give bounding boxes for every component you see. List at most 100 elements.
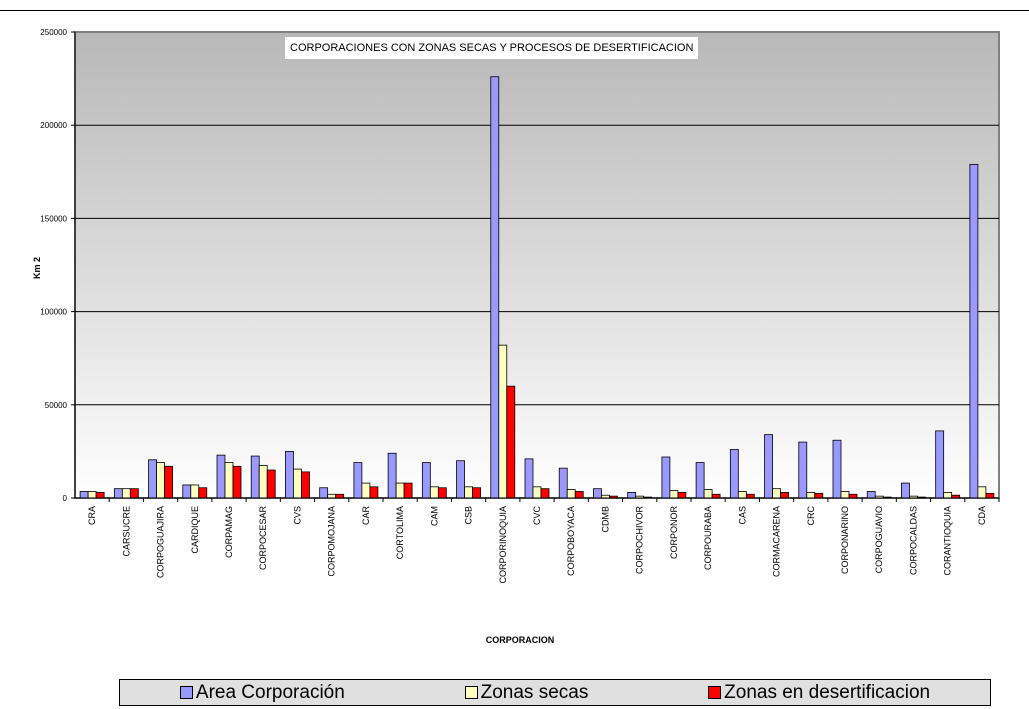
bar-corantioquia-series-1 (943, 492, 953, 499)
y-tick-label: 0 (63, 494, 68, 503)
bar-cra-series-1 (87, 491, 97, 499)
legend-swatch-desertificacion (708, 686, 722, 699)
bar-corpoguajira-series-0 (148, 459, 157, 499)
bar-cas-series-0 (729, 449, 739, 499)
bar-cda-series-1 (977, 486, 987, 499)
bar-corpoboyaca-series-2 (574, 491, 584, 499)
bar-corpocesar-series-2 (266, 469, 276, 499)
x-tick-label: CORPONARINO (840, 506, 850, 574)
bar-crc-series-1 (806, 492, 816, 499)
bar-corpochivor-series-0 (627, 492, 637, 499)
x-tick-label: CORPONOR (669, 506, 679, 560)
legend-label-secas: Zonas secas (480, 681, 589, 703)
bar-car-series-1 (361, 482, 371, 499)
top-rule (0, 10, 1029, 11)
bar-cas-series-2 (745, 493, 755, 499)
x-tick-label: CORPOGUAJIRA (156, 506, 166, 578)
y-tick-labels: 0 50000 100000 150000 200000 250000 (40, 28, 75, 503)
x-tick-label: CORPOBOYACA (566, 506, 576, 576)
x-tick-label: CVC (532, 506, 542, 526)
bar-cormacarena-series-0 (764, 434, 773, 499)
bar-cardique-series-2 (198, 487, 208, 499)
bar-cda-series-2 (985, 492, 995, 499)
x-tick-label: CORPAMAG (224, 506, 234, 558)
bar-cvc-series-0 (524, 458, 534, 499)
x-tick-label: CRA (87, 506, 97, 525)
bar-carsucre-series-0 (113, 488, 123, 499)
bar-corpoguajira-series-2 (164, 465, 173, 499)
bar-cdmb-series-0 (593, 488, 602, 499)
bar-carsucre-series-1 (121, 488, 131, 499)
x-tick-label: CSB (464, 506, 474, 525)
bar-cda-series-0 (969, 163, 979, 499)
legend-swatch-secas (464, 686, 478, 699)
bar-corponarino-series-1 (840, 491, 850, 499)
x-tick-label: CORANTIOQUIA (943, 506, 953, 576)
bar-corpomojana-series-2 (335, 493, 345, 499)
x-tick-label: CORPOCESAR (258, 506, 268, 571)
bar-cvc-series-2 (540, 488, 550, 499)
x-tick-label: CDMB (600, 506, 610, 533)
x-tick-label: CARDIQUE (190, 506, 200, 554)
bar-corpamag-series-1 (224, 462, 234, 499)
bar-cas-series-1 (737, 491, 747, 499)
bar-corpoguavio-series-0 (866, 491, 876, 499)
bar-corponor-series-1 (669, 490, 679, 499)
gridlines (75, 124, 999, 406)
bar-corporinoquia-series-2 (506, 385, 516, 499)
bar-cvs-series-1 (293, 468, 302, 499)
bar-csb-series-0 (456, 460, 465, 499)
bar-csb-series-1 (464, 486, 473, 499)
x-tick-labels: CRA CARSUCRE CORPOGUAJIRA CARDIQUE CORPAMAG C… (87, 498, 1000, 584)
bars (79, 76, 995, 499)
x-tick-label: CORPOCHIVOR (635, 506, 645, 575)
bar-cvc-series-1 (532, 486, 542, 499)
bar-cvs-series-0 (285, 450, 294, 499)
x-tick-label: CORPOCALDAS (908, 506, 918, 575)
bar-corpocesar-series-1 (258, 464, 268, 499)
bar-corpoboyaca-series-1 (566, 489, 576, 499)
bar-crc-series-0 (798, 441, 808, 499)
legend-label-area: Area Corporación (195, 681, 345, 703)
x-tick-label: CORTOLIMA (395, 506, 405, 559)
x-axis-title: CORPORACION (486, 635, 555, 645)
legend-item-area-corporacion: Area Corporación (179, 681, 345, 704)
bar-cortolima-series-0 (387, 452, 397, 499)
bar-car-series-2 (369, 486, 379, 499)
bar-cam-series-1 (429, 486, 439, 499)
x-tick-label: CAR (361, 506, 371, 526)
legend-item-zonas-desertificacion: Zonas en desertificacion (708, 682, 930, 704)
bar-corponor-series-2 (677, 492, 687, 499)
bar-crc-series-2 (814, 492, 824, 499)
x-tick-label: CORPORINOQUIA (498, 506, 508, 584)
bar-corantioquia-series-0 (935, 430, 945, 499)
x-tick-label: CAS (737, 506, 747, 525)
y-tick-label: 150000 (40, 214, 67, 223)
bar-cortolima-series-1 (395, 482, 405, 499)
bar-corpomojana-series-0 (319, 487, 329, 499)
x-tick-label: CVS (292, 506, 302, 525)
bar-cvs-series-2 (301, 471, 310, 499)
y-tick-label: 50000 (45, 401, 68, 410)
x-tick-label: CRC (806, 506, 816, 526)
x-tick-label: CORPOMOJANA (327, 506, 337, 577)
y-tick-label: 200000 (40, 121, 67, 130)
legend-swatch-area (179, 686, 193, 699)
x-tick-label: CAM (429, 506, 439, 526)
bar-corponarino-series-2 (848, 493, 858, 499)
y-tick-label: 250000 (40, 28, 67, 37)
bar-corpouraba-series-1 (703, 489, 713, 499)
bar-cardique-series-1 (190, 484, 200, 499)
bar-corpouraba-series-0 (695, 462, 705, 499)
x-tick-label: CORMACARENA (772, 506, 782, 577)
x-tick-label: CARSUCRE (121, 506, 131, 557)
x-tick-label: CDA (977, 506, 987, 525)
bar-corpoboyaca-series-0 (558, 467, 568, 499)
bar-cormacarena-series-1 (772, 488, 781, 499)
bar-cra-series-2 (95, 492, 105, 499)
bar-cam-series-0 (421, 462, 431, 499)
bar-cardique-series-0 (182, 484, 192, 499)
bar-corporinoquia-series-0 (490, 76, 500, 499)
bar-csb-series-2 (472, 487, 481, 499)
